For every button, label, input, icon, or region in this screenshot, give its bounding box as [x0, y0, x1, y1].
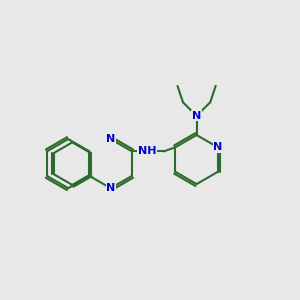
- Text: N: N: [213, 142, 223, 152]
- Text: N: N: [106, 183, 115, 193]
- Text: NH: NH: [138, 146, 156, 156]
- Text: N: N: [106, 134, 115, 144]
- Text: N: N: [192, 111, 201, 121]
